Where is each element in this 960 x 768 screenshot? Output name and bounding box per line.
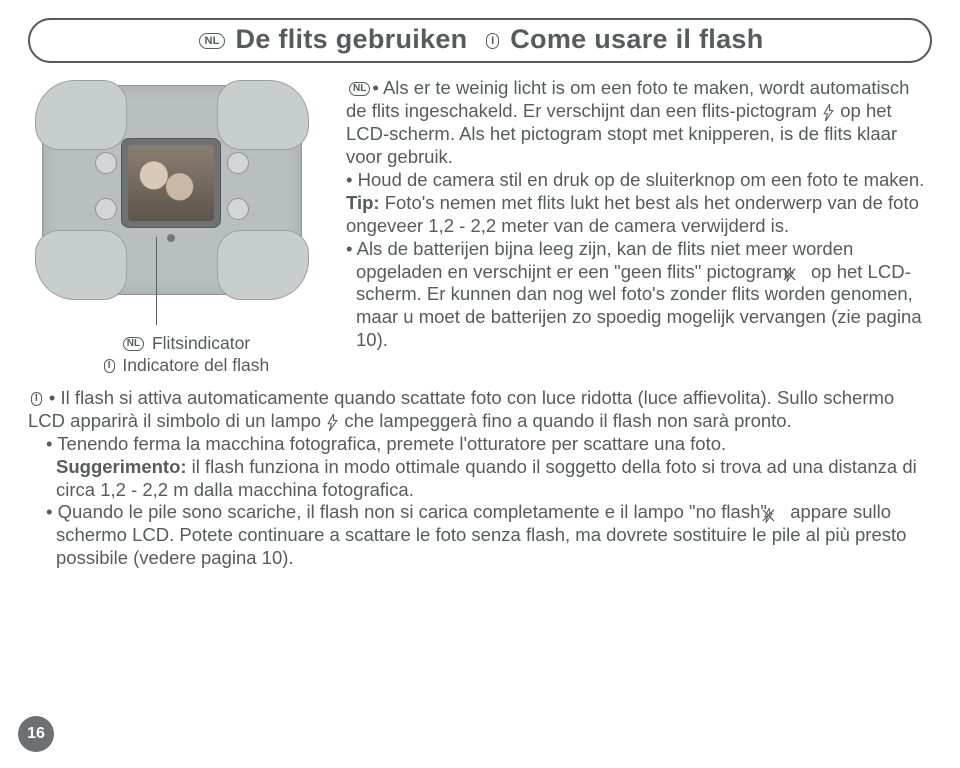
- it-paragraph-3: • Quando le pile sono scariche, il flash…: [28, 501, 932, 570]
- header-it-title: Come usare il flash: [510, 24, 763, 54]
- it-paragraph-1: I • Il flash si attiva automaticamente q…: [28, 387, 932, 433]
- camera-illustration: [28, 81, 318, 331]
- grip-top-right: [217, 80, 309, 150]
- camera-button: [95, 152, 117, 174]
- lcd-screen: [121, 138, 221, 228]
- flash-indicator-dot: [167, 234, 175, 242]
- nl-tip: Tip: Foto's nemen met flits lukt het bes…: [346, 192, 932, 238]
- header-nl: NL De flits gebruiken I Come usare il fl…: [196, 24, 763, 54]
- nl-badge-icon: NL: [349, 82, 370, 96]
- camera-button: [95, 198, 117, 220]
- callout-line: [156, 237, 157, 325]
- caption-nl: Flitsindicator: [152, 333, 250, 353]
- no-flash-icon: [772, 506, 785, 522]
- nl-paragraph-2: • Houd de camera stil en druk op de slui…: [346, 169, 932, 192]
- section-header: NL De flits gebruiken I Come usare il fl…: [28, 18, 932, 63]
- it-badge-icon: I: [31, 392, 42, 406]
- nl-badge-icon: NL: [199, 33, 224, 49]
- nl-badge-icon: NL: [123, 337, 144, 351]
- flash-icon: [326, 414, 339, 430]
- camera-button: [227, 198, 249, 220]
- main-content: NL Flitsindicator I Indicatore del flash…: [28, 77, 932, 377]
- tip-label: Tip:: [346, 192, 380, 213]
- no-flash-icon: [793, 265, 806, 281]
- grip-bottom-left: [35, 230, 127, 300]
- right-column-nl: NL• Als er te weinig licht is om een fot…: [346, 77, 932, 377]
- it-badge-icon: I: [486, 33, 499, 49]
- left-column: NL Flitsindicator I Indicatore del flash: [28, 77, 328, 377]
- page-number-badge: 16: [18, 716, 54, 752]
- header-nl-title: De flits gebruiken: [236, 24, 468, 54]
- grip-bottom-right: [217, 230, 309, 300]
- suggestion-label: Suggerimento:: [56, 456, 187, 477]
- nl-paragraph-1: NL• Als er te weinig licht is om een fot…: [346, 77, 932, 169]
- flash-icon: [822, 104, 835, 120]
- caption-it: Indicatore del flash: [122, 355, 269, 375]
- illustration-caption: NL Flitsindicator I Indicatore del flash: [28, 333, 328, 377]
- it-suggestion: Suggerimento: il flash funziona in modo …: [28, 456, 932, 502]
- italian-block: I • Il flash si attiva automaticamente q…: [28, 387, 932, 571]
- it-paragraph-2: • Tenendo ferma la macchina fotografica,…: [28, 433, 932, 456]
- nl-paragraph-3: • Als de batterijen bijna leeg zijn, kan…: [346, 238, 932, 353]
- camera-button: [227, 152, 249, 174]
- grip-top-left: [35, 80, 127, 150]
- it-badge-icon: I: [104, 359, 115, 373]
- camera-body: [42, 85, 302, 295]
